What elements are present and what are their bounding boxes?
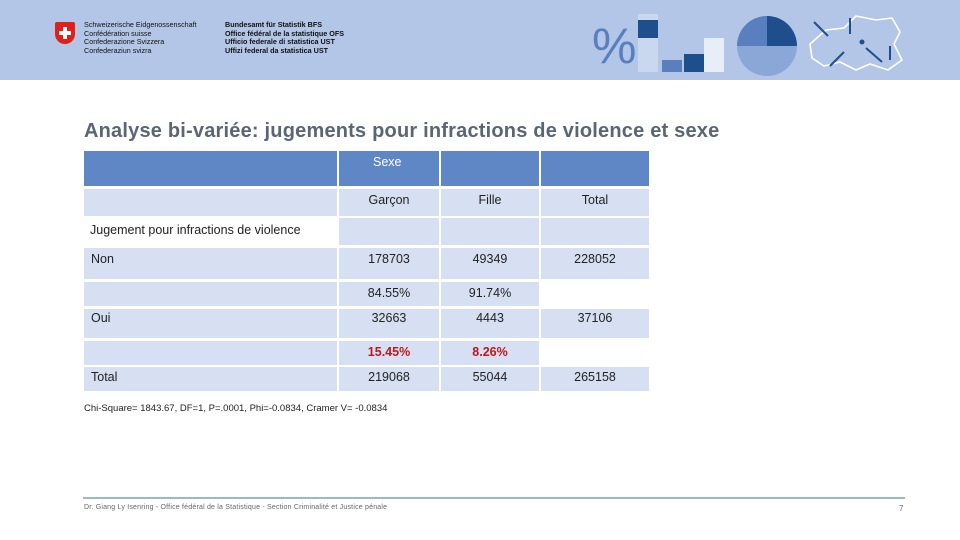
- swiss-cross-icon: [55, 22, 75, 44]
- org-line: Confederaziun svizra: [84, 46, 152, 56]
- footer-text: Dr. Giang Ly Isenring - Office fédéral d…: [84, 504, 388, 511]
- table-cell: [441, 218, 539, 245]
- row-header-cell: [84, 189, 337, 216]
- header-banner: Schweizerische Eidgenossenschaft Confédé…: [0, 0, 960, 80]
- pct-oui-garcon: 15.45%: [339, 341, 439, 365]
- percent-icon: %: [592, 18, 637, 74]
- header-cell: [441, 151, 539, 186]
- row-label-oui: Oui: [91, 311, 111, 325]
- office-name: Bundesamt für Statistik BFS Office fédér…: [225, 20, 345, 56]
- statistics-graphics-icon: [638, 14, 904, 76]
- pct-oui-fille: 8.26%: [441, 341, 539, 365]
- header-cell-sexe: Sexe: [339, 151, 439, 186]
- footer-divider: [83, 497, 905, 499]
- table-cell: [84, 248, 337, 279]
- count-non-garcon: 178703: [339, 248, 439, 279]
- count-total-fille: 55044: [441, 367, 539, 391]
- slide-title: Analyse bi-variée: jugements pour infrac…: [84, 120, 720, 142]
- office-line: Bundesamt für Statistik BFS: [225, 20, 323, 29]
- count-oui-total: 37106: [541, 309, 649, 338]
- table-cell: [339, 218, 439, 245]
- count-oui-garcon: 32663: [339, 309, 439, 338]
- table-cell: [84, 309, 337, 338]
- column-label-fille: Fille: [441, 189, 539, 216]
- page-number: 7: [899, 504, 904, 513]
- office-line: Ufficio federale di statistica UST: [225, 37, 335, 47]
- office-line: Office fédéral de la statistique OFS: [225, 28, 345, 38]
- group-header-label: Sexe: [373, 155, 402, 169]
- count-non-total: 228052: [541, 248, 649, 279]
- count-total-garcon: 219068: [339, 367, 439, 391]
- confederation-name: Schweizerische Eidgenossenschaft Confédé…: [84, 20, 197, 56]
- office-line: Uffizi federal da statistica UST: [225, 46, 329, 56]
- table-cell: [84, 367, 337, 391]
- header-cell: [541, 151, 649, 186]
- header-cell-empty: [84, 151, 337, 186]
- table-cell: [84, 282, 337, 306]
- org-line: Schweizerische Eidgenossenschaft: [84, 20, 197, 29]
- column-label-garcon: Garçon: [339, 189, 439, 216]
- pct-non-fille: 91.74%: [441, 282, 539, 306]
- count-non-fille: 49349: [441, 248, 539, 279]
- table-cell: [84, 341, 337, 365]
- pct-non-garcon: 84.55%: [339, 282, 439, 306]
- org-line: Confederazione Svizzera: [84, 37, 165, 47]
- row-label-non: Non: [91, 252, 114, 266]
- row-label-total: Total: [91, 370, 118, 384]
- chi-square-note: Chi-Square= 1843.67, DF=1, P=.0001, Phi=…: [84, 403, 388, 414]
- column-label-total: Total: [541, 189, 649, 216]
- row-variable-label: Jugement pour infractions de violence: [90, 223, 301, 237]
- count-oui-fille: 4443: [441, 309, 539, 338]
- count-total-all: 265158: [541, 367, 649, 391]
- org-line: Confédération suisse: [84, 28, 152, 38]
- table-cell: [541, 218, 649, 245]
